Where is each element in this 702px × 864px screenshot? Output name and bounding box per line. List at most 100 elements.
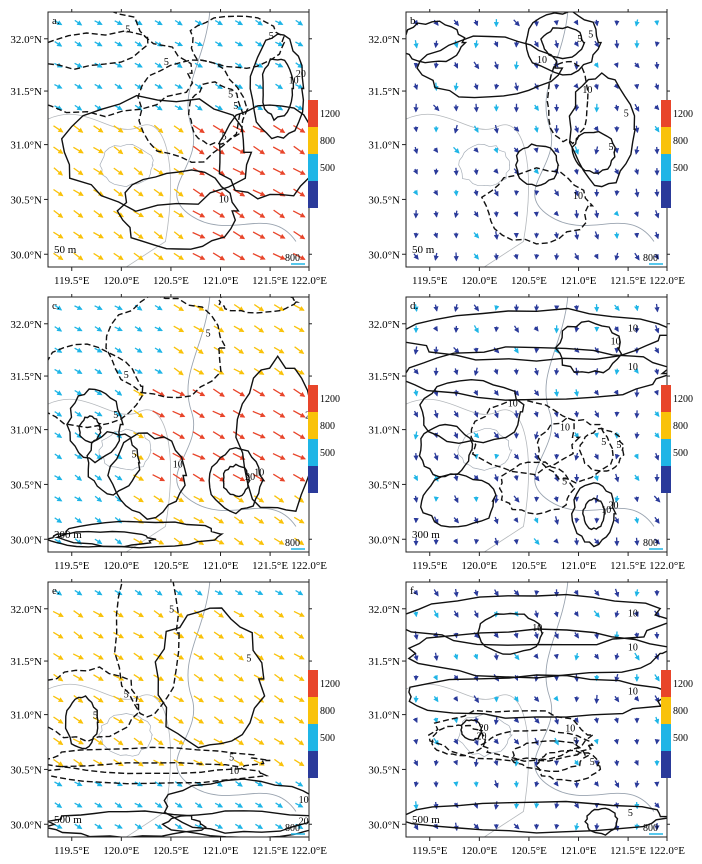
wind-vector	[534, 781, 540, 788]
wind-vector	[634, 780, 640, 789]
wind-vector	[533, 696, 540, 702]
contour-line	[48, 810, 208, 837]
wind-vector	[213, 610, 224, 618]
wind-vector	[573, 189, 579, 197]
wind-vector	[513, 61, 520, 70]
wind-vector	[593, 738, 599, 745]
wind-vector	[92, 610, 104, 618]
wind-vector	[513, 82, 519, 92]
wind-vector	[232, 168, 246, 175]
colorbar-swatch	[308, 154, 318, 181]
wind-vector	[74, 62, 83, 68]
wind-vector	[295, 589, 304, 596]
wind-vector	[94, 823, 103, 830]
wind-vector	[153, 737, 164, 746]
wind-vector	[554, 368, 560, 376]
wind-vector	[293, 695, 305, 702]
contour-line	[428, 709, 595, 762]
wind-vector	[614, 190, 620, 197]
lon-tick-label: 121.0°E	[203, 275, 239, 287]
wind-vector	[493, 168, 499, 174]
wind-vector	[293, 610, 305, 617]
wind-vector	[232, 431, 246, 440]
colorbar-label: 500	[673, 733, 688, 744]
wind-vector	[94, 802, 103, 808]
wind-vector	[193, 716, 205, 724]
wind-vector	[274, 516, 285, 524]
wind-vector	[133, 495, 144, 503]
contour-line	[582, 497, 606, 531]
wind-vector	[252, 231, 266, 239]
contour-label: 5	[233, 101, 238, 112]
lat-tick-label: 30.5°N	[10, 194, 42, 206]
wind-vector	[72, 674, 84, 681]
wind-vector	[213, 495, 225, 503]
wind-vector	[513, 589, 520, 596]
wind-vector	[654, 739, 660, 745]
wind-vector	[275, 823, 284, 829]
wind-vector	[212, 410, 226, 418]
wind-vector	[113, 716, 125, 724]
wind-vector	[212, 252, 226, 261]
wind-vector	[413, 611, 419, 618]
wind-vector	[192, 431, 206, 440]
wind-vector	[634, 802, 640, 810]
wind-vector	[273, 346, 285, 354]
wind-vector	[473, 390, 478, 396]
wind-vector	[94, 305, 103, 310]
wind-vector	[453, 610, 459, 618]
lon-tick-label: 119.5°E	[54, 275, 90, 287]
wind-vector	[634, 232, 640, 239]
wind-vector	[574, 210, 580, 219]
wind-vector	[634, 652, 640, 661]
lon-tick-label: 121.0°E	[203, 845, 239, 857]
contour-line	[48, 761, 270, 785]
wind-vector	[153, 252, 164, 261]
wind-vector	[553, 653, 559, 660]
wind-vector	[553, 189, 559, 197]
colorbar-swatch	[661, 466, 671, 493]
wind-vector	[213, 303, 225, 312]
contour-line	[554, 320, 623, 374]
wind-vector	[274, 610, 285, 618]
wind-vector	[513, 211, 519, 217]
colorbar-label: 1200	[673, 109, 693, 120]
wind-vector	[573, 83, 579, 89]
wind-vector	[293, 516, 305, 524]
wind-vector	[173, 325, 185, 333]
wind-vector	[513, 126, 520, 132]
contour-label: 5	[601, 437, 606, 448]
wind-vector	[634, 146, 640, 155]
wind-vector	[453, 104, 459, 112]
wind-vector	[654, 432, 660, 439]
wind-vector	[513, 717, 519, 723]
wind-vector	[453, 453, 459, 460]
wind-vector	[493, 716, 499, 726]
wind-vector	[614, 516, 619, 524]
wind-vector	[93, 125, 104, 133]
wind-vector	[193, 738, 205, 745]
wind-vector	[412, 189, 418, 196]
wind-vector	[433, 759, 439, 767]
wind-vector	[654, 516, 660, 524]
wind-vector	[573, 589, 579, 596]
wind-vector	[133, 389, 145, 396]
wind-vector	[433, 389, 439, 397]
wind-vector	[74, 496, 83, 502]
wind-vector	[494, 453, 500, 460]
contour-label: 10	[229, 766, 239, 777]
wind-vector	[133, 167, 144, 176]
wind-vector	[212, 388, 225, 397]
wind-vector	[533, 168, 539, 175]
wind-vector	[573, 717, 579, 723]
wind-vector	[233, 495, 245, 503]
wind-vector	[473, 653, 479, 660]
contour-line	[510, 740, 589, 772]
wind-vector	[453, 19, 459, 27]
wind-vector	[295, 781, 304, 787]
colorbar: 1200 800 500	[661, 670, 693, 778]
wind-vector	[493, 124, 499, 134]
wind-vector	[232, 252, 246, 261]
wind-vector	[533, 538, 540, 545]
wind-vector	[533, 759, 540, 768]
